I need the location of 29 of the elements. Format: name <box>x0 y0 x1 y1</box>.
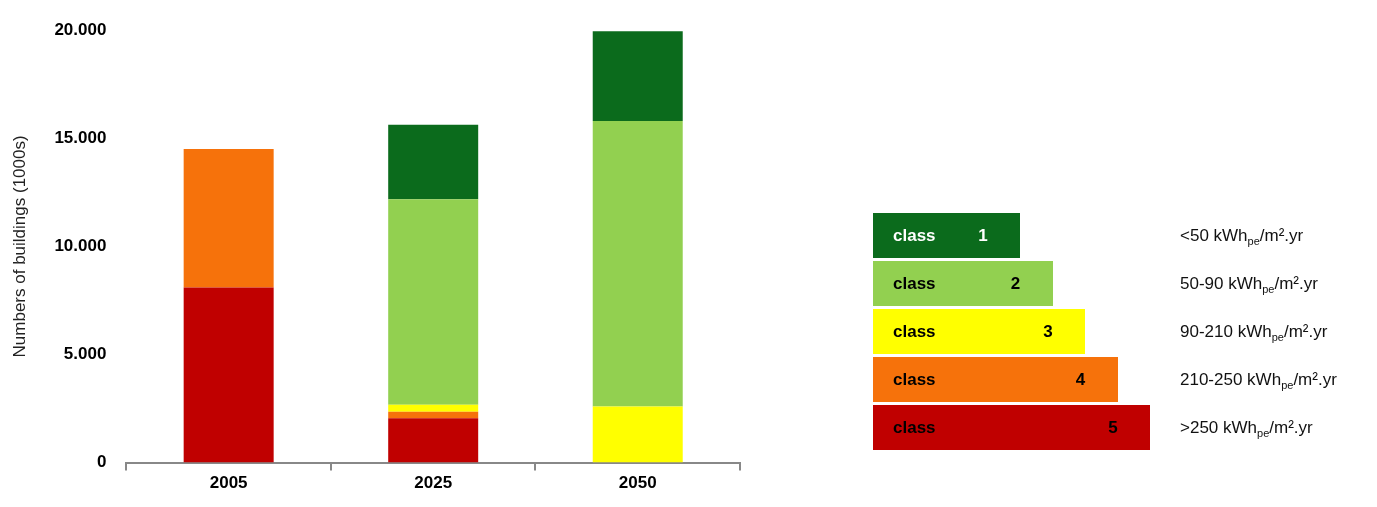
bar <box>388 404 479 412</box>
text: 50-90 kWh$_{pe}$/m².yr <box>1180 273 1318 298</box>
y-axis-title: Numbers of buildings (1000s) <box>9 135 29 358</box>
bar <box>592 31 683 121</box>
bar <box>388 124 479 200</box>
bar <box>388 199 479 405</box>
text: class 3 <box>873 309 1085 354</box>
y-tick-label: 5.000 <box>63 344 107 364</box>
x-tick-label: 2050 <box>618 473 657 493</box>
text: class 4 <box>873 357 1118 402</box>
x-tick-label: 2025 <box>414 473 453 493</box>
y-tick-label: 20.000 <box>54 19 107 39</box>
bar <box>388 418 479 463</box>
text: >250 kWh$_{pe}$/m².yr <box>1180 417 1313 442</box>
bar <box>592 121 683 407</box>
bar <box>388 411 479 419</box>
bar <box>592 406 683 463</box>
y-tick-label: 0 <box>96 452 107 472</box>
text: class 1 <box>873 213 1020 258</box>
text: 210-250 kWh$_{pe}$/m².yr <box>1180 369 1337 394</box>
text: <50 kWh$_{pe}$/m².yr <box>1180 225 1304 250</box>
text: class 5 <box>873 405 1150 450</box>
bar <box>183 149 274 288</box>
text: class 2 <box>873 261 1053 306</box>
y-tick-label: 10.000 <box>54 236 107 256</box>
bar <box>183 287 274 463</box>
y-tick-label: 15.000 <box>54 127 107 147</box>
x-tick-label: 2005 <box>209 473 248 493</box>
text: 90-210 kWh$_{pe}$/m².yr <box>1180 321 1328 346</box>
